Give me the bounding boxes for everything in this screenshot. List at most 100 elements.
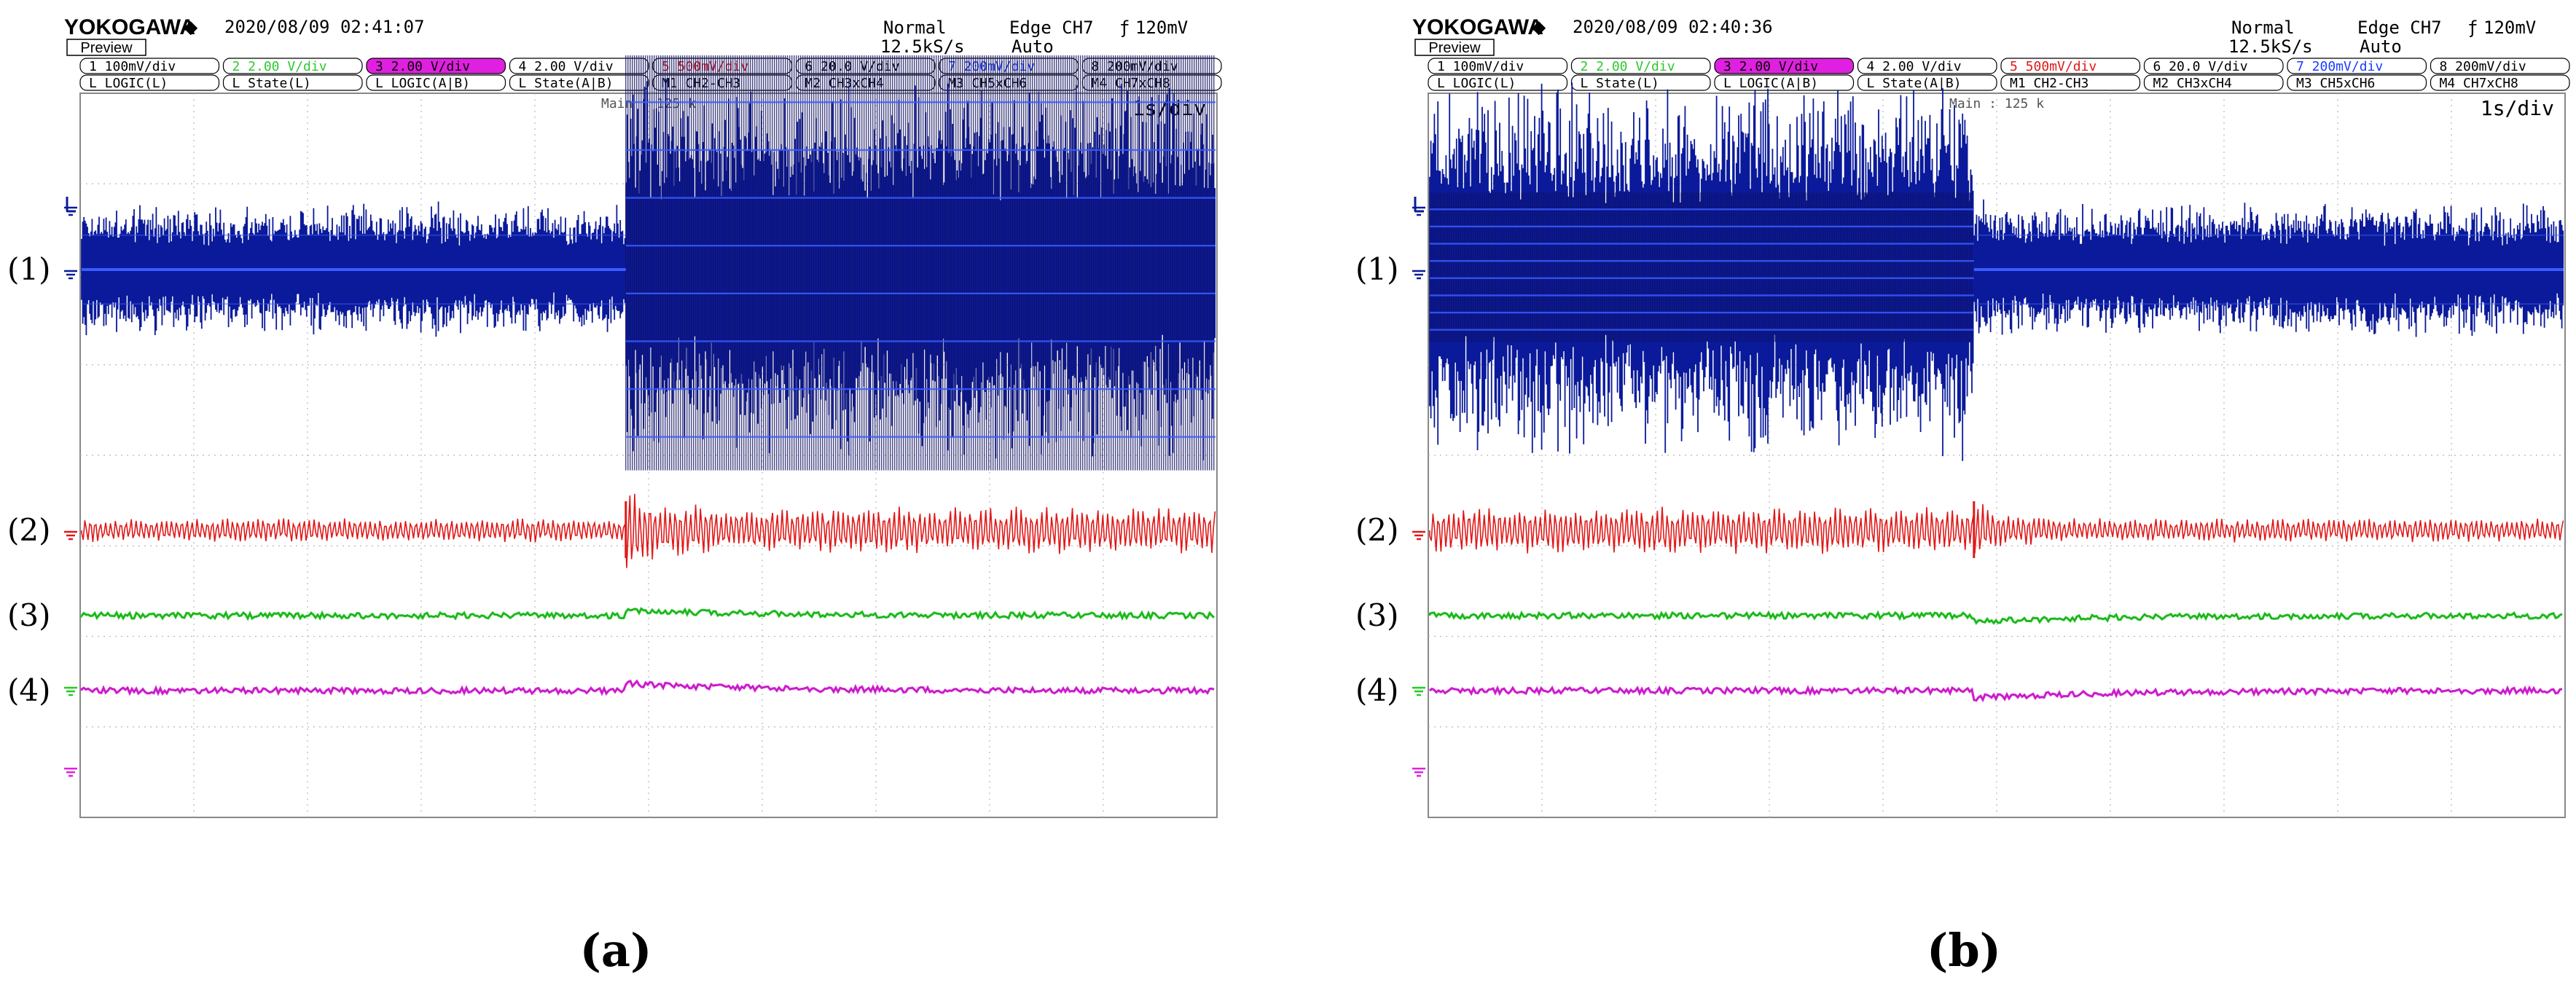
series-label-2: (2): [1355, 512, 1399, 548]
math-3-box: [366, 74, 506, 91]
timebase: 1s/div: [2481, 96, 2554, 120]
math-1-setting: L LOGIC(L): [1437, 76, 1516, 91]
math-3-box: [1714, 74, 1855, 91]
trigger-level: 120mV: [2483, 17, 2536, 38]
math-5-setting: M1 CH2-CH3: [662, 76, 740, 91]
channel-3-setting: 3 2.00 V/div: [375, 59, 470, 74]
brand-logo: YOKOGAWA: [64, 15, 195, 39]
trace-3-noise: [1429, 612, 2563, 624]
channel-6-setting: 6 20.0 V/div: [2153, 59, 2248, 74]
trigger-slope-icon: ƒ: [1119, 17, 1130, 38]
trace-4: [80, 679, 1215, 696]
math-3-setting: L LOGIC(A|B): [375, 76, 470, 91]
acq-mode: Normal: [2231, 17, 2295, 38]
math-2-box: [222, 74, 363, 91]
channel-2-setting: 2 2.00 V/div: [232, 59, 327, 74]
trigger-mode: Auto: [2360, 36, 2402, 57]
preview-box: [66, 39, 146, 56]
trace-1-fill: [625, 55, 1215, 471]
brand-diamond-icon: ◆: [184, 12, 198, 40]
trigger-slope-icon: ƒ: [2467, 17, 2478, 38]
math-7-setting: M3 CH5xCH6: [948, 76, 1027, 91]
preview-box: [1414, 39, 1495, 56]
series-label-1: (1): [1355, 251, 1399, 287]
math-6-box: [2143, 74, 2284, 91]
main-label: Main : 125 k: [1949, 96, 2044, 111]
channel-8-setting: 8 200mV/div: [2440, 59, 2526, 74]
channel-1-setting: 1 100mV/div: [89, 59, 176, 74]
series-label-3: (3): [7, 597, 51, 633]
trigger-level: 120mV: [1135, 17, 1188, 38]
caption-a: (a): [579, 924, 652, 977]
channel-1-box: [79, 58, 220, 74]
scope-panel-a: YOKOGAWA ◆ 2020/08/09 02:41:07 Preview Norma…: [0, 0, 1283, 1001]
ch3-ground-marker-icon: [64, 686, 77, 696]
ch2-ground-marker-icon: [1412, 530, 1425, 541]
channel-5-setting: 5 500mV/div: [662, 59, 748, 74]
trace-1-fill: [1429, 192, 1973, 342]
math-5-setting: M1 CH2-CH3: [2010, 76, 2088, 91]
channel-7-setting: 7 200mV/div: [948, 59, 1035, 74]
math-4-box: [1857, 74, 1997, 91]
math-4-box: [509, 74, 649, 91]
oscilloscope-screen-a: YOKOGAWA◆ 2020/08/09 02:41:07 Preview Norma…: [7, 12, 1222, 818]
channel-5-setting: 5 500mV/div: [2010, 59, 2097, 74]
trace-2-wave: [81, 493, 1216, 568]
brand-diamond-icon: ◆: [1532, 12, 1546, 40]
math-2-setting: L State(L): [1581, 76, 1659, 91]
channel-8-box: [2430, 58, 2570, 74]
grid-lines: [80, 93, 1217, 817]
ch1-ground-marker-icon: [1412, 270, 1425, 280]
ch4-ground-marker-icon: [64, 767, 77, 777]
main-label: Main : 125 k: [601, 96, 696, 111]
trigger-type: Edge CH7: [1009, 17, 1094, 38]
channel-3-box: [1714, 58, 1855, 74]
trace-1: [81, 55, 1216, 471]
acq-mode: Normal: [883, 17, 947, 38]
channel-2-setting: 2 2.00 V/div: [1581, 59, 1675, 74]
series-label-3: (3): [1355, 597, 1399, 633]
math-1-setting: L LOGIC(L): [89, 76, 168, 91]
sample-rate: 12.5kS/s: [880, 36, 965, 57]
channel-4-box: [509, 58, 649, 74]
timestamp: 2020/08/09 02:41:07: [224, 17, 425, 37]
trace-3: [80, 607, 1215, 621]
channel-2-box: [222, 58, 363, 74]
math-1-box: [1428, 74, 1568, 91]
trigger-type: Edge CH7: [2357, 17, 2442, 38]
trace-2: [1429, 501, 2564, 558]
math-3-setting: L LOGIC(A|B): [1723, 76, 1818, 91]
brand-logo: YOKOGAWA: [1412, 15, 1543, 39]
channel-1-setting: 1 100mV/div: [1437, 59, 1524, 74]
trace-4: [1428, 685, 2563, 703]
channel-3-setting: 3 2.00 V/div: [1723, 59, 1818, 74]
math-8-setting: M4 CH7xCH8: [2440, 76, 2518, 91]
math-5-box: [2000, 74, 2141, 91]
trace-2-wave: [1429, 504, 2564, 554]
trace-2: [81, 493, 1216, 568]
trace-3-noise: [81, 608, 1215, 619]
math-6-setting: M2 CH3xCH4: [2153, 76, 2232, 91]
trace-3: [1428, 610, 2563, 625]
channel-3-box: [366, 58, 506, 74]
preview-label: Preview: [1428, 40, 1481, 56]
series-label-4: (4): [7, 672, 51, 708]
channel-2-box: [1570, 58, 1711, 74]
math-4-setting: L State(A|B): [1867, 76, 1962, 91]
math-7-setting: M3 CH5xCH6: [2296, 76, 2375, 91]
trigger-mode: Auto: [1011, 36, 1054, 57]
channel-6-setting: 6 20.0 V/div: [805, 59, 900, 74]
series-label-1: (1): [7, 251, 51, 287]
ch4-ground-marker-icon: [1412, 767, 1425, 777]
math-7-box: [2287, 74, 2427, 91]
trace-1-bands: [1430, 208, 1974, 331]
ch1-ground-marker-icon: [64, 270, 77, 280]
timestamp: 2020/08/09 02:40:36: [1573, 17, 1773, 37]
math-2-setting: L State(L): [232, 76, 311, 91]
math-1-box: [79, 74, 220, 91]
channel-1-box: [1428, 58, 1568, 74]
channel-5-box: [2000, 58, 2141, 74]
trace-1: [1429, 82, 2564, 461]
ch2-ground-marker-icon: [64, 530, 77, 541]
channel-4-setting: 4 2.00 V/div: [1867, 59, 1962, 74]
